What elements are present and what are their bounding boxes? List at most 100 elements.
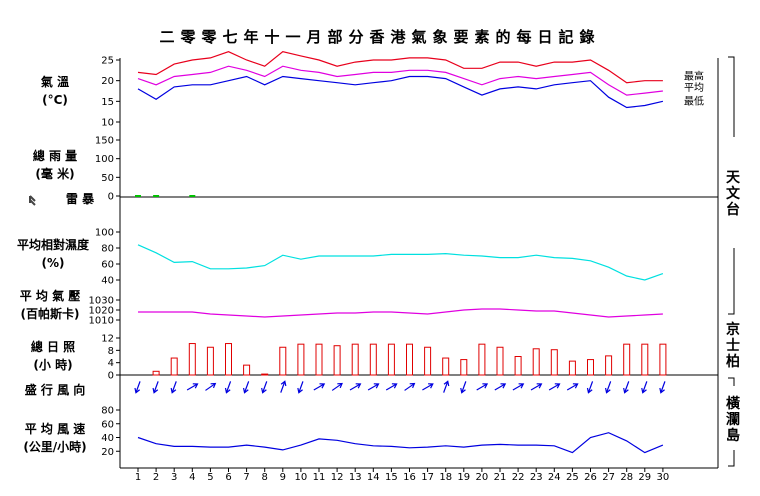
rh-label: 平均相對濕度 (%) [5, 236, 101, 272]
wind-direction-arrowhead [536, 383, 543, 389]
wind-direction-arrowhead [460, 387, 466, 394]
wind-dir-label: 盛 行 風 向 [10, 381, 100, 399]
wind-direction-arrow [605, 381, 612, 393]
sunshine-bar [152, 370, 160, 376]
sunshine-bar [351, 343, 359, 376]
sunshine-bar [333, 345, 341, 376]
temp-max-line [137, 51, 663, 84]
sunshine-bar [424, 346, 432, 376]
sunshine-bar [568, 360, 576, 376]
wind-direction-arrow [313, 383, 325, 391]
thunder-label-text: 雷 暴 [65, 192, 95, 206]
kings-park-bracket [728, 248, 735, 315]
sunshine-label-line1: 總 日 照 [30, 340, 76, 354]
wind-dir-label-text: 盛 行 風 向 [24, 383, 86, 397]
wind-direction-arrowhead [337, 382, 343, 389]
sunshine-tick-label: 8 [108, 346, 114, 357]
sunshine-bar [659, 343, 667, 376]
wind-direction-arrow [642, 381, 648, 393]
wind-direction-arrow [205, 383, 216, 391]
wind-direction-arrowhead [554, 383, 561, 389]
x-tick-label: 27 [602, 472, 615, 483]
sunshine-bar [587, 359, 594, 376]
rain-label: 總 雨 量 (毫 米) [15, 147, 95, 183]
rh-label-line1: 平均相對濕度 [16, 238, 89, 252]
wind-direction-arrowhead [280, 380, 287, 387]
x-tick-label: 16 [403, 472, 416, 483]
sunshine-bar [279, 346, 287, 376]
wind-direction-arrow [171, 381, 177, 393]
wind-direction-arrow [385, 383, 397, 391]
sunshine-bar [478, 343, 486, 376]
x-tick-label: 10 [295, 472, 308, 483]
x-tick-label: 20 [476, 472, 489, 483]
wind-direction-arrowhead [373, 383, 380, 389]
wind-direction-arrowhead [170, 387, 177, 394]
sunshine-tick-label: 0 [108, 371, 114, 382]
x-tick-label: 28 [620, 472, 633, 483]
rh-tick-label: 100 [95, 228, 114, 239]
wind-direction-arrow [280, 381, 286, 393]
rain-label-line2: (毫 米) [35, 167, 75, 181]
sunshine-bar [532, 348, 540, 376]
sunshine-bar [243, 364, 251, 376]
wind-direction-arrowhead [518, 383, 525, 389]
rh-tick-label: 40 [101, 276, 114, 287]
wind-direction-arrowhead [409, 382, 416, 389]
temp-tick-label: 15 [101, 97, 114, 108]
wind-direction-arrowhead [623, 387, 629, 394]
x-tick-label: 24 [548, 472, 561, 483]
sunshine-bar [442, 357, 450, 376]
wind-speed-label: 平 均 風 速 (公里/小時) [5, 420, 105, 456]
sunshine-bar [387, 343, 395, 376]
wind-direction-arrowhead [428, 383, 434, 389]
sunshine-bar [623, 343, 631, 376]
wind-direction-arrowhead [482, 383, 489, 389]
wind-direction-arrow [243, 381, 250, 393]
sunshine-label: 總 日 照 (小 時) [15, 338, 91, 374]
sunshine-bar [170, 357, 178, 376]
sunshine-bar [206, 346, 214, 376]
x-tick-label: 7 [243, 472, 249, 483]
wind-direction-arrow [404, 383, 415, 391]
wind-direction-arrowhead [297, 387, 303, 394]
wind-direction-arrowhead [192, 383, 199, 389]
wind-direction-arrowhead [500, 383, 507, 389]
wind-direction-arrow [298, 381, 304, 393]
wind-direction-arrowhead [134, 387, 141, 394]
wind-direction-arrowhead [319, 383, 326, 389]
legend-min: 最低 [684, 94, 704, 107]
x-tick-label: 23 [530, 472, 543, 483]
sunshine-bar [369, 343, 377, 376]
chart-title: 二零零七年十一月部分香港氣象要素的每日記錄 [159, 28, 601, 46]
x-tick-label: 5 [207, 472, 213, 483]
wind-direction-arrowhead [659, 387, 665, 394]
wind-direction-arrowhead [391, 383, 398, 389]
wind-speed-line [137, 432, 664, 454]
rain-tick-label: 150 [95, 136, 114, 147]
wind-direction-arrow [331, 383, 343, 391]
wind-direction-arrowhead [355, 383, 362, 389]
wind-direction-arrowhead [261, 387, 267, 394]
sunshine-bar [605, 355, 613, 376]
wind_speed-tick-label: 40 [101, 433, 114, 444]
rh-tick-label: 80 [101, 244, 114, 255]
observatory-bracket-top [728, 56, 735, 137]
sunshine-bar [188, 343, 196, 376]
wind-direction-arrow [494, 383, 506, 391]
wind-direction-arrowhead [152, 387, 159, 394]
wind-direction-arrow [262, 381, 268, 393]
rain-tick-label: 50 [101, 173, 114, 184]
temp-mean-line [137, 65, 663, 96]
sunshine-tick-label: 4 [108, 358, 114, 369]
wind-direction-arrow [461, 381, 467, 393]
wind-direction-arrowhead [586, 387, 593, 394]
station-waglan: 橫瀾島 [726, 396, 740, 444]
station-kings-park: 京士柏 [726, 322, 740, 370]
x-tick-label: 15 [385, 472, 398, 483]
x-tick-label: 26 [584, 472, 597, 483]
sunshine-bar [550, 349, 558, 376]
temp-tick-label: 20 [101, 76, 114, 87]
temp-tick-label: 10 [101, 118, 114, 129]
legend-mean: 平均 [684, 82, 704, 94]
